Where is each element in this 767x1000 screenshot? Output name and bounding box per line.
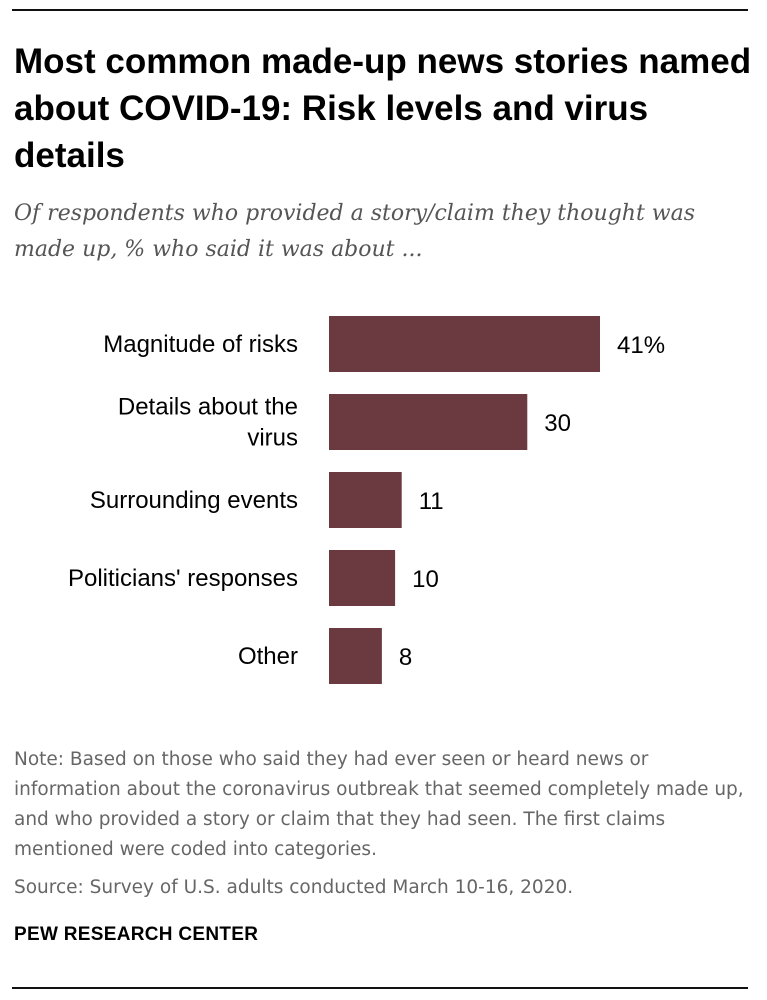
category-label-1: Details about the virus <box>118 394 298 452</box>
brand-logo-text: PEW RESEARCH CENTER <box>14 924 259 945</box>
value-label-1: 30 <box>544 410 571 437</box>
category-label-4-line-0: Other <box>238 643 298 670</box>
bar-2 <box>329 472 402 528</box>
category-label-2: Surrounding events <box>90 487 298 514</box>
bar-4 <box>329 628 382 684</box>
category-label-2-line-0: Surrounding events <box>90 487 298 514</box>
value-label-4: 8 <box>399 644 412 671</box>
bottom-rule <box>12 987 748 989</box>
chart-title: Most common made-up news stories named a… <box>14 42 752 175</box>
top-rule <box>12 9 748 11</box>
bar-1 <box>329 394 528 450</box>
category-label-1-line-1: virus <box>247 425 298 452</box>
chart-subtitle: Of respondents who provided a story/clai… <box>14 201 696 262</box>
category-label-4: Other <box>238 643 298 670</box>
value-label-3: 10 <box>412 566 439 593</box>
bar-0 <box>329 316 600 372</box>
category-label-3: Politicians' responses <box>68 565 298 592</box>
value-label-0: 41% <box>617 332 665 359</box>
bar-3 <box>329 550 396 606</box>
value-label-2: 11 <box>419 488 444 515</box>
chart-note: Note: Based on those who said they had e… <box>14 749 744 860</box>
category-label-1-line-0: Details about the <box>118 394 298 421</box>
category-label-0: Magnitude of risks <box>103 331 298 358</box>
bar-chart: 41% Magnitude of risks 30 Details about the… <box>68 316 665 684</box>
category-label-0-line-0: Magnitude of risks <box>103 331 298 358</box>
chart-source: Source: Survey of U.S. adults conducted … <box>14 877 574 898</box>
category-label-3-line-0: Politicians' responses <box>68 565 298 592</box>
